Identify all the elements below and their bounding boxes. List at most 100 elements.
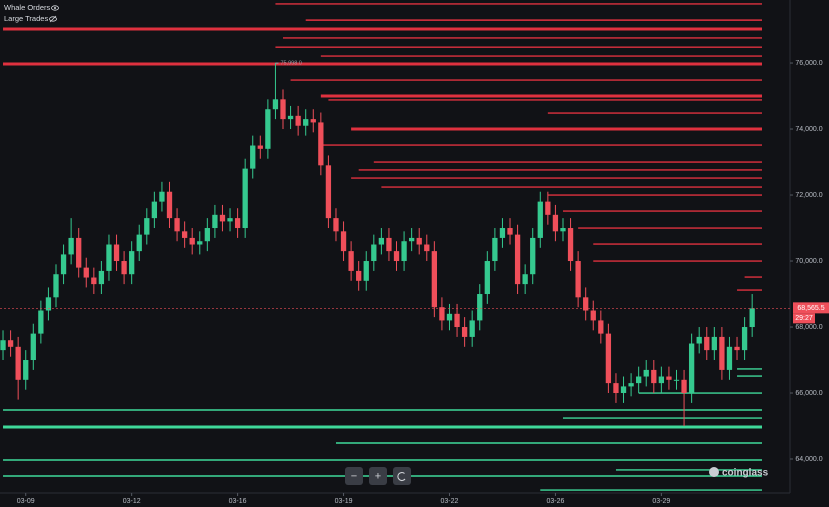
candle-body xyxy=(741,327,748,351)
candle-body xyxy=(197,241,203,245)
candle-body xyxy=(53,274,59,298)
last-price-label: 68,565.5 xyxy=(797,305,824,312)
candle-body xyxy=(356,270,362,281)
brand-name: coinglass xyxy=(722,468,769,479)
x-tick-label: 03-26 xyxy=(546,498,564,505)
candle-body xyxy=(613,383,619,394)
candle-body xyxy=(711,336,717,351)
candle-body xyxy=(129,251,135,275)
candle-body xyxy=(340,231,347,252)
last-price-tag xyxy=(793,302,829,314)
candle-body xyxy=(696,336,702,344)
candle-body xyxy=(499,228,506,238)
y-tick-label: 74,000.0 xyxy=(795,126,822,133)
candle-body xyxy=(23,360,29,380)
zoom-controls: − + xyxy=(345,467,411,485)
candle-body xyxy=(333,218,339,232)
brand-logo xyxy=(709,467,719,477)
y-tick-label: 72,000.0 xyxy=(795,192,822,199)
candle-body xyxy=(514,234,521,285)
candle-body xyxy=(219,214,226,222)
candle-body xyxy=(310,119,316,123)
candle-body xyxy=(545,201,551,215)
candle-body xyxy=(121,261,127,275)
candle-body xyxy=(749,308,755,328)
candle-body xyxy=(643,369,649,377)
candle-body xyxy=(522,274,528,285)
eye-icon[interactable] xyxy=(51,5,59,11)
candle-body xyxy=(416,237,422,245)
zoom-in-button[interactable] xyxy=(369,467,387,485)
candle-body xyxy=(681,379,687,394)
candle-body xyxy=(575,261,581,298)
button-label: + xyxy=(375,470,381,482)
candle-body xyxy=(439,307,445,321)
candle-body xyxy=(91,277,97,285)
candle-body xyxy=(567,228,574,262)
candle-body xyxy=(552,214,559,232)
candle-body xyxy=(446,313,453,321)
candle-body xyxy=(537,201,543,238)
candle-body xyxy=(287,115,294,120)
candle-body xyxy=(408,237,415,242)
candle-body xyxy=(719,336,725,370)
candle-body xyxy=(15,346,21,380)
watermark: coinglass xyxy=(709,467,769,479)
candle-body xyxy=(673,379,680,381)
candle-body xyxy=(477,294,483,321)
candle-body xyxy=(348,251,354,271)
candle-body xyxy=(257,145,263,149)
y-tick-label: 76,000.0 xyxy=(795,60,822,67)
x-tick-label: 03-12 xyxy=(123,498,141,505)
candle-body xyxy=(151,201,158,219)
candle-body xyxy=(45,297,52,311)
x-tick-label: 03-09 xyxy=(17,498,35,505)
candle-body xyxy=(181,231,188,238)
legend: Whale Orders Large Trades xyxy=(4,3,59,23)
candle-body xyxy=(303,119,309,126)
x-tick-label: 03-16 xyxy=(229,498,247,505)
candle-body xyxy=(318,122,324,166)
candle-body xyxy=(98,270,105,285)
candle-body xyxy=(560,228,566,232)
candle-body xyxy=(636,376,642,384)
candle-body xyxy=(401,241,407,262)
candle-body xyxy=(159,191,165,202)
candle-body xyxy=(83,267,89,278)
candles xyxy=(0,63,755,427)
candle-body xyxy=(38,310,44,334)
candle-body xyxy=(393,251,400,262)
candle-body xyxy=(144,218,150,235)
zoom-out-button[interactable] xyxy=(345,467,363,485)
candle-body xyxy=(620,386,627,394)
candle-body xyxy=(136,234,142,252)
candle-body xyxy=(492,237,498,262)
x-tick-label: 03-19 xyxy=(335,498,353,505)
candle-body xyxy=(598,320,604,334)
y-tick-label: 68,000.0 xyxy=(795,324,822,331)
candle-body xyxy=(30,333,36,361)
candle-body xyxy=(378,237,385,245)
candle-body xyxy=(651,369,657,384)
countdown-label: 29:27 xyxy=(795,315,813,322)
candle-body xyxy=(431,251,437,308)
candle-body xyxy=(76,237,82,268)
candle-body xyxy=(424,244,430,252)
candle-body xyxy=(7,340,14,347)
candle-body xyxy=(212,214,218,229)
reset-button[interactable] xyxy=(393,467,411,485)
legend-label: Large Trades xyxy=(4,14,48,23)
candle-body xyxy=(628,383,634,387)
candle-body xyxy=(227,218,233,222)
candle-body xyxy=(530,237,536,275)
eye-off-icon[interactable] xyxy=(49,15,57,23)
candle-body xyxy=(583,297,589,311)
candle-body xyxy=(454,313,460,328)
annotation-label: 75,998.0 xyxy=(280,61,301,67)
candle-body xyxy=(68,237,74,255)
x-tick-label: 03-29 xyxy=(652,498,670,505)
candle-body xyxy=(106,244,112,271)
candle-body xyxy=(272,99,279,110)
